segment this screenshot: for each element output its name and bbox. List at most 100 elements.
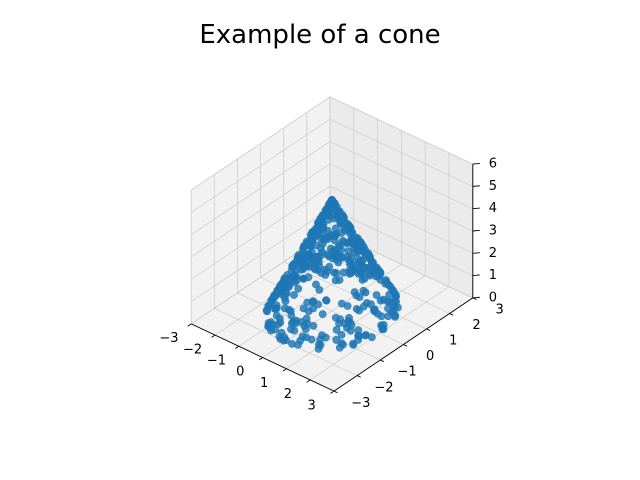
scatter-point <box>321 210 330 219</box>
scatter-point <box>335 343 344 352</box>
x-tick <box>258 357 263 361</box>
scatter-point <box>382 277 391 286</box>
y-tick-label: 0 <box>426 349 434 364</box>
scatter-point <box>263 307 271 316</box>
scatter-point <box>309 304 317 313</box>
scatter-point <box>352 291 361 300</box>
z-tick <box>472 296 480 299</box>
scatter-point <box>326 244 335 253</box>
z-tick <box>472 229 480 232</box>
y-tick <box>426 328 431 332</box>
y-tick <box>449 313 454 316</box>
x-tick-label: −3 <box>159 331 178 346</box>
x-tick-label: 2 <box>284 387 292 402</box>
scatter-point <box>372 291 381 299</box>
scatter-point <box>290 291 298 299</box>
z-tick <box>472 163 480 165</box>
z-tick-label: 3 <box>489 224 497 239</box>
scatter-point <box>370 307 379 316</box>
scatter-point <box>322 296 331 305</box>
z-tick-label: 2 <box>489 246 497 261</box>
y-tick-label: −2 <box>374 380 393 395</box>
scatter-point <box>341 226 349 234</box>
y-tick <box>333 390 338 394</box>
axis-panes <box>190 96 474 392</box>
x-tick-label: 1 <box>260 376 268 391</box>
scatter-point <box>376 296 385 305</box>
grid-line-z-left <box>190 96 331 191</box>
scatter-point <box>384 304 392 313</box>
z-tick <box>472 207 480 210</box>
y-tick-label: −1 <box>398 365 417 380</box>
y-tick-label: −3 <box>351 396 370 411</box>
y-tick <box>403 344 408 347</box>
scatter-point <box>329 203 337 212</box>
scatter-point <box>304 262 313 271</box>
grid-line-z-left <box>190 163 331 258</box>
scatter-point <box>319 224 328 232</box>
y-tick-label: 1 <box>449 334 457 349</box>
x-tick-label: −2 <box>183 342 202 357</box>
grid-line-z-back <box>329 163 473 232</box>
y-tick-label: 2 <box>472 318 480 333</box>
z-tick-label: 1 <box>489 268 497 283</box>
scatter-point <box>346 326 355 335</box>
scatter-point <box>328 254 337 263</box>
scatter-point <box>318 310 327 318</box>
scatter-point <box>331 276 340 285</box>
scatter-point <box>276 318 285 327</box>
grid-line-z-back <box>329 96 473 165</box>
scatter-points <box>262 195 402 353</box>
x-tick <box>235 345 240 350</box>
grid-line-z-left <box>190 141 331 236</box>
scatter-point <box>330 236 339 245</box>
scatter-point <box>359 286 368 295</box>
scatter-point <box>332 269 341 278</box>
scatter-point <box>366 263 374 272</box>
x-tick-label: 3 <box>307 398 315 413</box>
grid-line-z-back <box>329 185 473 254</box>
scatter-point <box>272 304 281 313</box>
scatter-point <box>309 321 318 330</box>
scatter-point <box>337 330 346 339</box>
scatter-point <box>294 340 302 349</box>
x-tick <box>306 379 311 383</box>
grid-line-z-back <box>329 141 473 210</box>
x-tick <box>282 368 287 372</box>
grid-line-z-back <box>329 118 473 187</box>
scatter-point <box>349 340 358 349</box>
scatter-point <box>307 335 316 344</box>
grid-line-z-left <box>190 208 331 302</box>
scatter-point <box>302 325 310 334</box>
z-tick <box>472 252 480 254</box>
scatter-point <box>330 214 338 223</box>
z-tick <box>472 185 480 187</box>
scatter-point <box>314 344 323 353</box>
z-tick-label: 6 <box>489 157 497 172</box>
x-tick <box>211 334 216 338</box>
scatter-point <box>353 247 362 256</box>
scatter-point <box>316 244 325 253</box>
z-tick-label: 5 <box>489 179 497 194</box>
scatter-point <box>269 294 278 302</box>
x-tick-label: −1 <box>207 354 226 369</box>
y-tick <box>380 359 385 363</box>
z-tick <box>472 274 480 277</box>
scatter-point <box>314 230 323 239</box>
x-tick-label: 0 <box>236 365 244 380</box>
scatter-point <box>290 326 299 335</box>
chart-title: Example of a cone <box>199 20 441 50</box>
z-tick-label: 0 <box>489 290 497 305</box>
scatter-point <box>315 285 324 294</box>
scatter-point <box>358 275 367 284</box>
scatter-point <box>343 302 352 310</box>
scatter-point <box>300 256 309 265</box>
scatter-point <box>271 325 279 334</box>
grid-line-z-left <box>190 118 331 213</box>
scatter-point <box>339 218 348 226</box>
grid-line-z-back <box>329 208 473 276</box>
scatter-point <box>294 284 303 293</box>
x-tick <box>330 390 335 394</box>
scatter-point <box>299 274 308 283</box>
